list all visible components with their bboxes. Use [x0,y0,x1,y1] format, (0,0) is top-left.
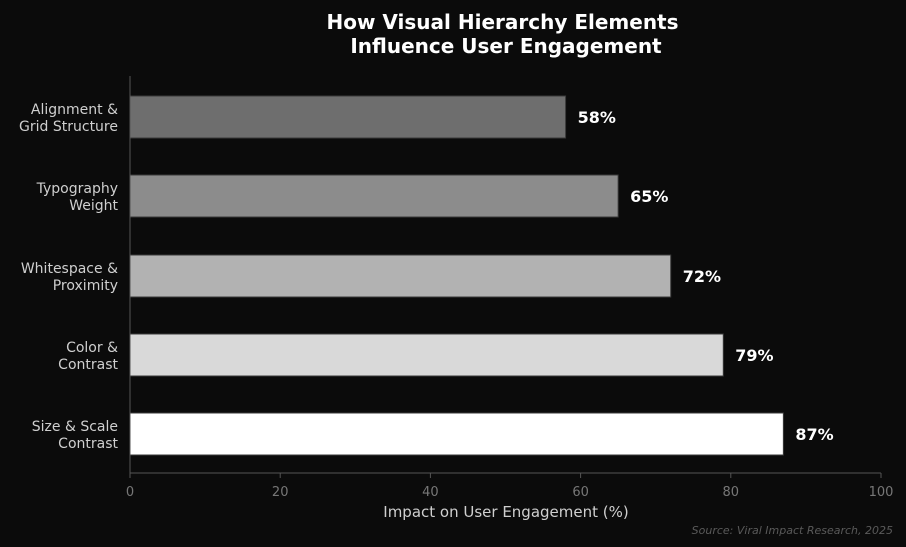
chart-title-line-1: How Visual Hierarchy Elements [327,10,679,34]
category-label-0-line-1: Grid Structure [19,119,118,135]
category-label-0-line-0: Alignment & [31,102,118,118]
bar-1 [129,174,619,218]
value-label-3: 79% [735,346,773,365]
x-tick-label-0: 0 [126,485,134,500]
category-label-3: Color & Contrast [58,340,118,373]
category-label-1-line-1: Weight [69,198,118,214]
chart-title: How Visual Hierarchy Elements Influence … [327,10,686,58]
value-label-1: 65% [630,187,668,206]
value-label-0: 58% [578,108,616,127]
category-label-1: Typography Weight [36,181,119,214]
source-note: Source: Viral Impact Research, 2025 [692,524,893,537]
category-label-4: Size & Scale Contrast [32,419,119,452]
category-label-3-line-0: Color & [66,340,118,356]
value-label-4: 87% [795,425,833,444]
category-label-1-line-0: Typography [36,181,118,197]
x-tick-label-3: 60 [572,485,589,500]
bar-3 [129,333,724,377]
value-label-2: 72% [683,267,721,286]
category-label-2-line-0: Whitespace & [21,261,118,277]
bar-4 [129,412,784,456]
x-tick-label-2: 40 [422,485,439,500]
x-axis-label: Impact on User Engagement (%) [383,503,628,521]
category-label-4-line-1: Contrast [58,436,118,452]
chart-title-line-2: Influence User Engagement [350,34,662,58]
x-tick-label-4: 80 [723,485,740,500]
category-label-4-line-0: Size & Scale [32,419,118,435]
category-label-2-line-1: Proximity [53,278,118,294]
x-tick-label-1: 20 [272,485,289,500]
category-label-2: Whitespace & Proximity [21,261,118,294]
bar-2 [129,254,672,298]
x-tick-label-5: 100 [869,485,894,500]
category-label-3-line-1: Contrast [58,357,118,373]
category-label-0: Alignment & Grid Structure [19,102,118,135]
plot-area: 58% Alignment & Grid Structure 65% Typograph… [19,76,893,500]
bar-0 [129,95,567,139]
